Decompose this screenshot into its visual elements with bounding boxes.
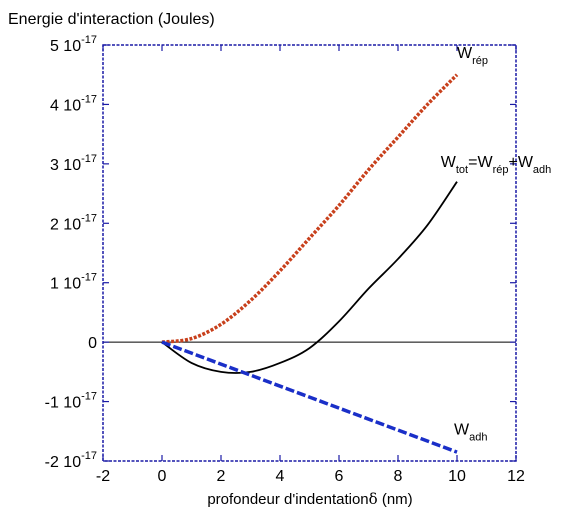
x-tick-label: 4 xyxy=(276,468,285,485)
annotation-main: =W xyxy=(468,154,493,171)
x-tick-label: 8 xyxy=(394,468,403,485)
y-tick-exponent: -17 xyxy=(81,391,97,403)
series-layer xyxy=(161,73,459,454)
chart-title: Energie d'interaction (Joules) xyxy=(8,11,215,28)
plot-frame xyxy=(102,44,517,462)
y-tick-label: 4 10-17 xyxy=(50,93,97,114)
y-tick-label: -1 10-17 xyxy=(45,391,97,412)
plot-border xyxy=(102,44,517,462)
y-tick-label: 1 10-17 xyxy=(50,272,97,293)
y-tick-mantissa: -2 10 xyxy=(45,454,82,471)
x-axis-label: profondeur d'indentationδ (nm) xyxy=(207,490,412,508)
y-tick-mantissa: -1 10 xyxy=(45,395,82,412)
y-tick-mantissa: 4 10 xyxy=(50,97,81,114)
y-tick-label: 2 10-17 xyxy=(50,212,97,233)
annotation-main: W xyxy=(441,154,457,171)
x-axis-label-symbol: δ xyxy=(369,490,378,508)
x-axis-label-unit: (nm) xyxy=(378,491,413,508)
ann-w-adh: Wadh xyxy=(454,421,487,443)
y-tick-exponent: -17 xyxy=(81,212,97,224)
x-tick-label: 6 xyxy=(335,468,344,485)
y-tick-mantissa: 1 10 xyxy=(50,276,81,293)
y-tick-mantissa: 5 10 xyxy=(50,38,81,55)
y-tick-mantissa: 2 10 xyxy=(50,216,81,233)
series-line-tot xyxy=(161,181,458,374)
ann-w-rep: Wrép xyxy=(457,45,488,67)
x-tick-label: -2 xyxy=(96,468,110,485)
annotation-main: +W xyxy=(508,154,533,171)
x-tick-label: 2 xyxy=(217,468,226,485)
series-line-adh xyxy=(161,340,458,454)
y-tick-exponent: -17 xyxy=(81,272,97,284)
annotation-subscript: rép xyxy=(472,55,488,67)
annotation-main: W xyxy=(457,45,473,62)
y-tick-label: 0 xyxy=(88,335,97,352)
series-line-rep xyxy=(161,73,459,344)
y-tick-label: 5 10-17 xyxy=(50,34,97,55)
annotation-subscript: tot xyxy=(456,164,468,176)
annotation-subscript: adh xyxy=(469,431,487,443)
y-tick-exponent: -17 xyxy=(81,93,97,105)
y-tick-mantissa: 3 10 xyxy=(50,157,81,174)
y-tick-exponent: -17 xyxy=(81,450,97,462)
annotation-main: W xyxy=(454,421,470,438)
annotation-subscript: rép xyxy=(493,164,509,176)
x-tick-label: 12 xyxy=(507,468,525,485)
x-tick-label: 0 xyxy=(158,468,167,485)
y-tick-exponent: -17 xyxy=(81,153,97,165)
x-axis-label-text: profondeur d'indentation xyxy=(207,491,368,508)
y-tick-exponent: -17 xyxy=(81,34,97,46)
ann-w-tot: Wtot=Wrép+Wadh xyxy=(441,154,552,176)
x-tick-label: 10 xyxy=(448,468,466,485)
annotation-subscript: adh xyxy=(533,164,551,176)
y-tick-label: -2 10-17 xyxy=(45,450,97,471)
y-tick-mantissa: 0 xyxy=(88,335,97,352)
y-tick-label: 3 10-17 xyxy=(50,153,97,174)
